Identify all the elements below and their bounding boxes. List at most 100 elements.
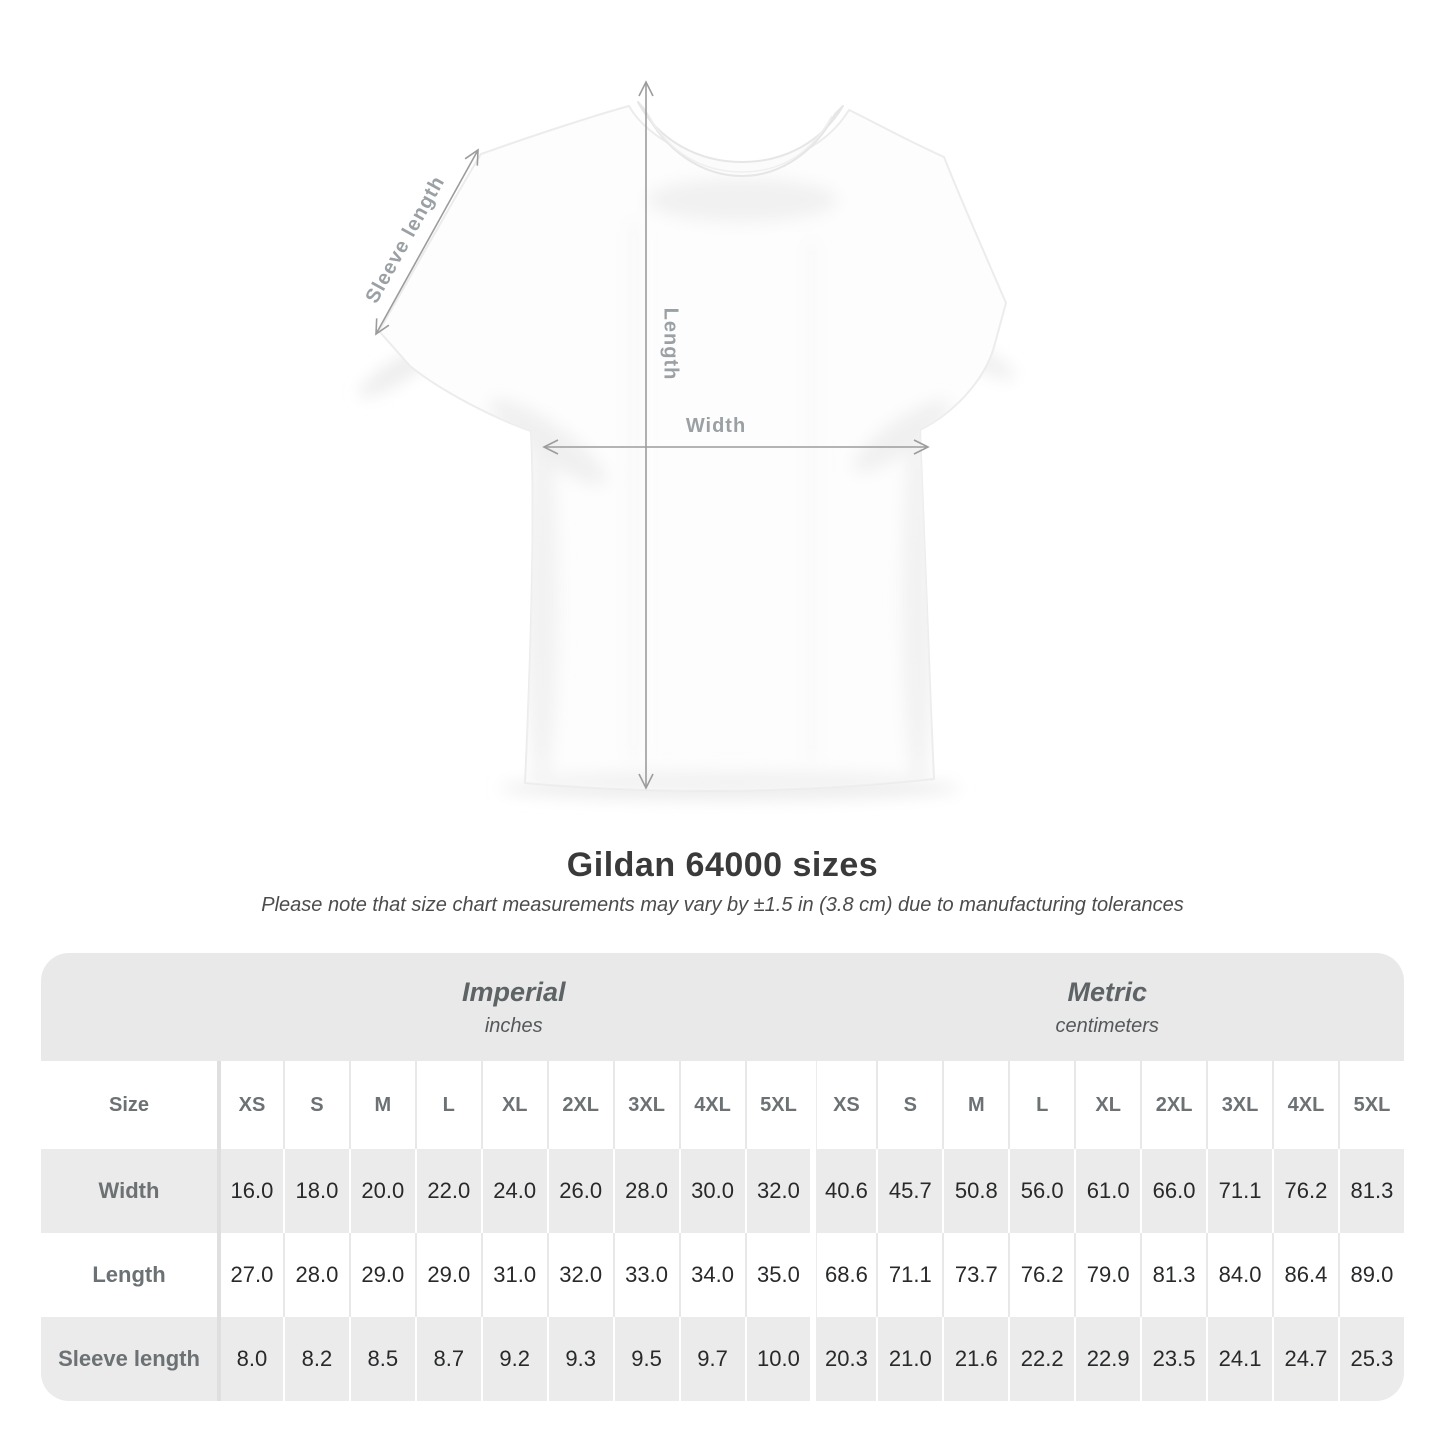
- measurement-value: 22.9: [1074, 1317, 1141, 1401]
- measurement-value: 29.0: [348, 1233, 415, 1317]
- metric-label: Metric: [1067, 976, 1147, 1007]
- measurement-value: 20.3: [810, 1317, 877, 1401]
- measurement-value: 79.0: [1074, 1233, 1141, 1317]
- collar-inner-seam: [647, 113, 833, 173]
- size-column-header: 3XL: [1206, 1061, 1272, 1149]
- metric-unit-label: centimeters: [1055, 1014, 1159, 1037]
- size-column-header: XS: [217, 1061, 283, 1149]
- measurement-value: 25.3: [1337, 1317, 1404, 1401]
- sleeve-arrow-line: [375, 149, 479, 335]
- measurement-value: 22.2: [1008, 1317, 1075, 1401]
- size-column-header: S: [282, 1061, 349, 1149]
- size-column-header: 4XL: [1272, 1061, 1338, 1149]
- size-column-header: 2XL: [546, 1061, 613, 1149]
- measurement-value: 8.5: [348, 1317, 415, 1401]
- measurement-value: 40.6: [810, 1149, 877, 1233]
- unit-band-row: Imperial inches Metric centimeters: [41, 953, 1404, 1061]
- size-column-header: 2XL: [1140, 1061, 1207, 1149]
- measurement-row-label: Width: [41, 1149, 217, 1233]
- measurement-row: Length 27.0 28.0 29.0 29.0 31.0 32.0 33.0 34.0 35…: [41, 1233, 1404, 1317]
- measurement-value: 89.0: [1337, 1233, 1404, 1317]
- measurement-row: Width 16.0 18.0 20.0 22.0 24.0 26.0 28.0 30.0 32.…: [41, 1149, 1404, 1233]
- measurement-value: 56.0: [1008, 1149, 1075, 1233]
- measurement-value: 81.3: [1140, 1233, 1207, 1317]
- measurement-row-label: Sleeve length: [41, 1317, 217, 1401]
- measurement-value: 34.0: [678, 1233, 745, 1317]
- size-corner-header: Size: [41, 1061, 217, 1149]
- size-column-header: 5XL: [1337, 1061, 1404, 1149]
- measurement-value: 8.0: [217, 1317, 283, 1401]
- size-column-header: M: [942, 1061, 1009, 1149]
- measurement-row: Sleeve length 8.0 8.2 8.5 8.7 9.2 9.3 9.5 9.7 10.…: [41, 1317, 1404, 1401]
- size-chart-table-container: Imperial inches Metric centimeters Size …: [41, 953, 1404, 1401]
- measurement-value: 86.4: [1272, 1233, 1338, 1317]
- size-column-header: 3XL: [612, 1061, 679, 1149]
- measurement-value: 61.0: [1074, 1149, 1141, 1233]
- size-column-header: XL: [480, 1061, 547, 1149]
- size-column-header: S: [876, 1061, 943, 1149]
- measurement-value: 73.7: [942, 1233, 1009, 1317]
- measurement-value: 24.7: [1272, 1317, 1338, 1401]
- measurement-value: 76.2: [1272, 1149, 1338, 1233]
- imperial-unit-label: inches: [484, 1014, 543, 1037]
- size-column-header: 4XL: [678, 1061, 745, 1149]
- measurement-value: 18.0: [282, 1149, 349, 1233]
- measurement-value: 29.0: [414, 1233, 481, 1317]
- measurement-value: 30.0: [678, 1149, 745, 1233]
- measurement-value: 28.0: [612, 1149, 679, 1233]
- measurement-value: 50.8: [942, 1149, 1009, 1233]
- measurement-value: 28.0: [282, 1233, 349, 1317]
- measurement-value: 84.0: [1206, 1233, 1272, 1317]
- measurement-value: 81.3: [1337, 1149, 1404, 1233]
- measurement-value: 10.0: [744, 1317, 811, 1401]
- measurement-value: 76.2: [1008, 1233, 1075, 1317]
- measurement-value: 71.1: [1206, 1149, 1272, 1233]
- size-column-header: L: [1008, 1061, 1075, 1149]
- shirt-shading: [489, 178, 951, 791]
- tshirt-graphic: Sleeve length Length Width: [358, 80, 1016, 800]
- metric-section-header: Metric centimeters: [810, 953, 1404, 1061]
- size-chart-table: Imperial inches Metric centimeters Size …: [41, 953, 1404, 1401]
- measurement-value: 9.3: [546, 1317, 613, 1401]
- width-arrowhead-right: [913, 439, 930, 455]
- size-column-header: XS: [810, 1061, 877, 1149]
- sleeve-arrowhead-bottom: [375, 318, 390, 336]
- width-arrowhead-left: [542, 439, 559, 455]
- size-column-header: L: [414, 1061, 481, 1149]
- size-column-header: XL: [1074, 1061, 1141, 1149]
- measurement-value: 20.0: [348, 1149, 415, 1233]
- measurement-value: 8.2: [282, 1317, 349, 1401]
- measurement-value: 9.2: [480, 1317, 547, 1401]
- measurement-arrows: [375, 80, 930, 790]
- measurement-value: 45.7: [876, 1149, 943, 1233]
- measurement-value: 9.7: [678, 1317, 745, 1401]
- unit-band-corner: [41, 953, 217, 1061]
- length-arrowhead-top: [638, 80, 654, 97]
- measurement-value: 66.0: [1140, 1149, 1207, 1233]
- measurement-value: 35.0: [744, 1233, 811, 1317]
- size-column-header: 5XL: [744, 1061, 811, 1149]
- length-arrowhead-bottom: [638, 773, 654, 790]
- measurement-value: 24.0: [480, 1149, 547, 1233]
- measurement-value: 26.0: [546, 1149, 613, 1233]
- length-label: Length: [660, 308, 682, 381]
- measurement-value: 16.0: [217, 1149, 283, 1233]
- width-label: Width: [686, 415, 746, 437]
- measurement-value: 8.7: [414, 1317, 481, 1401]
- measurement-value: 68.6: [810, 1233, 877, 1317]
- size-header-row: Size XS S M L XL 2XL 3XL 4XL 5XL XS S M L XL 2XL 3XL 4XL…: [41, 1061, 1404, 1149]
- measurement-value: 22.0: [414, 1149, 481, 1233]
- measurement-value: 27.0: [217, 1233, 283, 1317]
- measurement-value: 31.0: [480, 1233, 547, 1317]
- sleeve-arrowhead-top: [464, 148, 479, 166]
- measurements-body: Width 16.0 18.0 20.0 22.0 24.0 26.0 28.0 30.0 32.…: [41, 1149, 1404, 1401]
- measurement-value: 32.0: [546, 1233, 613, 1317]
- measurement-value: 33.0: [612, 1233, 679, 1317]
- measurement-value: 23.5: [1140, 1317, 1207, 1401]
- tshirt-measurement-diagram: Sleeve length Length Width: [330, 40, 1075, 815]
- imperial-section-header: Imperial inches: [217, 953, 811, 1061]
- page-title: Gildan 64000 sizes: [566, 846, 879, 884]
- imperial-label: Imperial: [461, 976, 566, 1007]
- measurement-value: 9.5: [612, 1317, 679, 1401]
